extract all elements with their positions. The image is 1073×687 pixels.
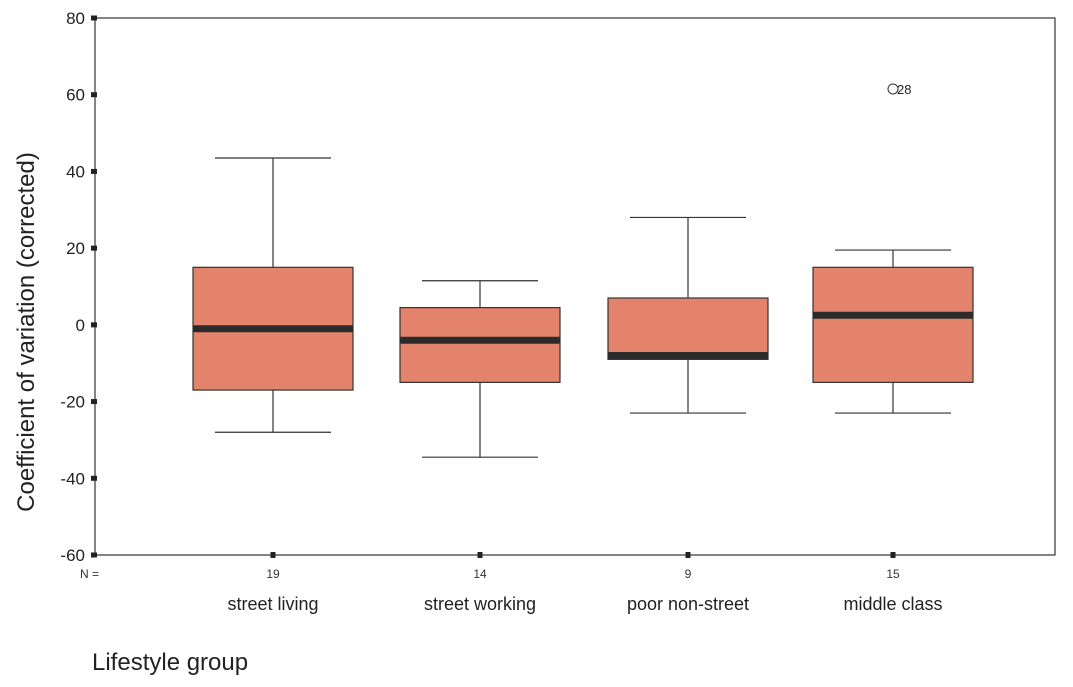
n-count-label: 14 [473,567,487,581]
n-prefix-label: N = [80,567,99,581]
box-group: 28 [812,82,974,414]
outlier-label: 28 [897,82,911,97]
y-tick-label: 80 [66,9,85,28]
y-tick-label: 20 [66,239,85,258]
box-iqr [399,306,561,383]
y-tick-label: 60 [66,86,85,105]
category-label: middle class [843,594,942,614]
box-iqr [812,266,974,383]
box-group [192,157,354,433]
box-group [399,280,561,458]
y-tick-label: 0 [76,316,85,335]
y-tick-mark [91,245,97,251]
y-tick-label: -60 [60,546,85,565]
n-count-label: 15 [886,567,900,581]
category-label: street living [227,594,318,614]
y-tick-mark [91,168,97,174]
x-tick-mark [477,552,483,558]
y-tick-mark [91,322,97,328]
y-tick-mark [91,552,97,558]
y-tick-mark [91,399,97,405]
category-label: poor non-street [627,594,749,614]
box-iqr [607,297,769,360]
x-tick-mark [270,552,276,558]
y-tick-label: -40 [60,469,85,488]
y-tick-mark [91,475,97,481]
y-tick-mark [91,15,97,21]
outlier-point [887,83,899,95]
y-axis-title: Coefficient of variation (corrected) [13,152,40,512]
plot-border [94,17,1056,556]
y-tick-mark [91,92,97,98]
n-count-label: 9 [685,567,692,581]
category-label: street working [424,594,536,614]
n-count-label: 19 [266,567,280,581]
x-tick-mark [685,552,691,558]
x-axis-title: Lifestyle group [92,649,248,676]
box-group [607,216,769,414]
y-tick-label: -20 [60,393,85,412]
y-tick-label: 40 [66,162,85,181]
x-tick-mark [890,552,896,558]
